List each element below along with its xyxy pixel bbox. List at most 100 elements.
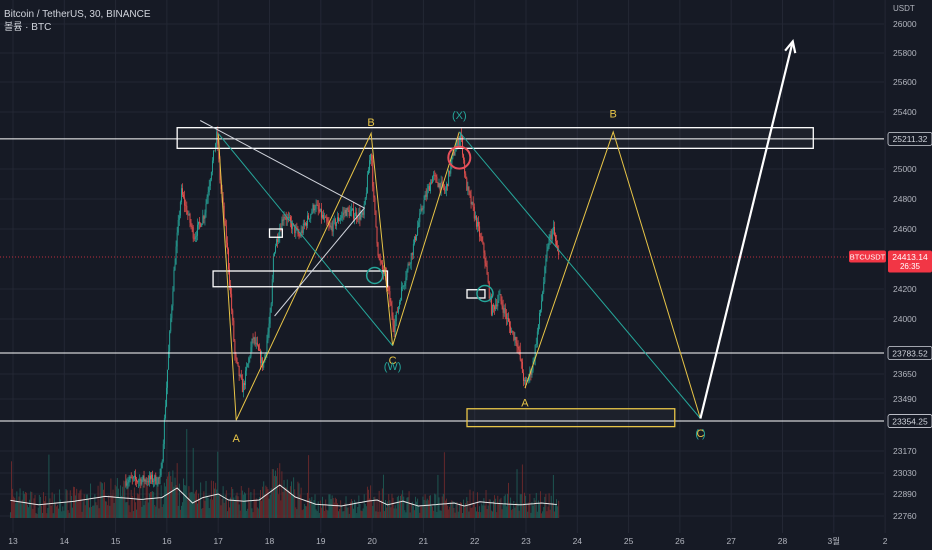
volume-bar (130, 489, 132, 518)
candle-body (395, 311, 397, 321)
x-tick-label: 21 (419, 536, 429, 546)
volume-bar (459, 502, 461, 518)
candle-body (542, 292, 544, 301)
volume-bar (289, 486, 291, 518)
volume-bar (499, 499, 501, 518)
volume-bar (294, 489, 296, 518)
volume-bar (249, 502, 251, 518)
volume-bar (537, 500, 539, 518)
volume-bar (312, 502, 314, 518)
volume-bar (400, 495, 401, 518)
candle-body (467, 186, 469, 191)
volume-bar (176, 463, 178, 518)
x-tick-label: 15 (111, 536, 121, 546)
volume-bar (419, 512, 421, 518)
candle-body (204, 212, 206, 219)
volume-bar (222, 486, 224, 518)
candle-body (269, 312, 271, 324)
candle-body (225, 225, 227, 243)
resistance-box (176, 127, 814, 149)
candle-body (325, 217, 327, 218)
candle-body (501, 301, 503, 307)
candle-body (553, 226, 555, 236)
candle-body (405, 277, 407, 283)
candle-body (157, 477, 159, 484)
candle-body (330, 226, 332, 228)
rectangles[interactable] (176, 127, 814, 428)
volume-bar (62, 506, 64, 518)
x-tick-label: 2 (883, 536, 888, 546)
volume-bar (506, 493, 508, 518)
volume-bar (142, 485, 144, 518)
horizontal-levels[interactable] (0, 138, 884, 422)
candle-body (154, 475, 156, 482)
volume-bar (158, 508, 160, 518)
volume-bar (350, 499, 352, 518)
x-tick-label: 13 (8, 536, 18, 546)
candle-body (137, 481, 139, 482)
volume-bar (108, 495, 110, 518)
volume-bar (131, 495, 133, 518)
time-axis[interactable]: 13 14 15 16 17 18 19 20 21 22 23 24 25 26 27 28 3월 2 (0, 533, 932, 550)
volume-bar (74, 487, 76, 518)
volume-bar (167, 476, 168, 518)
candle-body (224, 220, 226, 226)
volume-bar (293, 477, 295, 518)
circle-markers[interactable] (365, 145, 494, 303)
candle-body (145, 479, 147, 482)
wave-drawings[interactable] (199, 38, 797, 421)
volume-bar (191, 492, 193, 518)
small-box-2 (212, 270, 389, 288)
candle-body (537, 324, 539, 332)
volume-bar (304, 506, 306, 518)
candle-body (381, 262, 383, 270)
candle-body (400, 300, 401, 302)
volume-bar (29, 499, 31, 518)
candle-body (175, 246, 177, 265)
candle-body (506, 318, 508, 320)
candle-body (257, 345, 259, 351)
volume-bar (285, 487, 287, 518)
candle-body (283, 216, 285, 221)
level-23354-text: 23354.25 (892, 416, 928, 426)
volume-bar (399, 500, 400, 518)
price-axis[interactable]: 26000 25800 25600 25400 25000 24800 24600 24200… (849, 0, 932, 533)
volume-bar (190, 491, 192, 518)
volume-bar (482, 505, 484, 518)
candle-body (378, 255, 380, 259)
volume-bar (378, 490, 380, 518)
candle-body (472, 201, 474, 207)
volume-bar (235, 495, 237, 518)
volume-bar (422, 496, 424, 518)
y-tick-label: 25600 (893, 77, 917, 87)
volume-bar (63, 510, 65, 518)
volume-bar (442, 493, 444, 518)
volume-bar (362, 508, 364, 518)
candle-body (292, 223, 294, 229)
volume-bar (547, 506, 549, 518)
volume-bar (546, 511, 548, 518)
volume-bar (94, 494, 96, 518)
candle-body (371, 154, 373, 161)
volume-bar (237, 496, 239, 518)
volume-bar (80, 489, 82, 518)
candle-body (360, 214, 362, 220)
candle-body (430, 182, 431, 191)
volume-bar (393, 508, 395, 518)
candle-body (522, 372, 524, 381)
volume-bar (366, 486, 368, 518)
volume-bar (188, 486, 190, 518)
candle-body (452, 152, 454, 158)
candle-body (483, 243, 485, 253)
volume-bar (522, 503, 524, 518)
candle-body (156, 483, 158, 485)
volume-bar (454, 512, 456, 518)
candle-body (544, 267, 546, 283)
x-tick-label: 27 (726, 536, 736, 546)
candle-body (208, 186, 210, 193)
small-box-3 (466, 289, 486, 299)
volume-bar (21, 499, 23, 518)
candle-body (242, 382, 244, 393)
candle-body (128, 479, 130, 483)
